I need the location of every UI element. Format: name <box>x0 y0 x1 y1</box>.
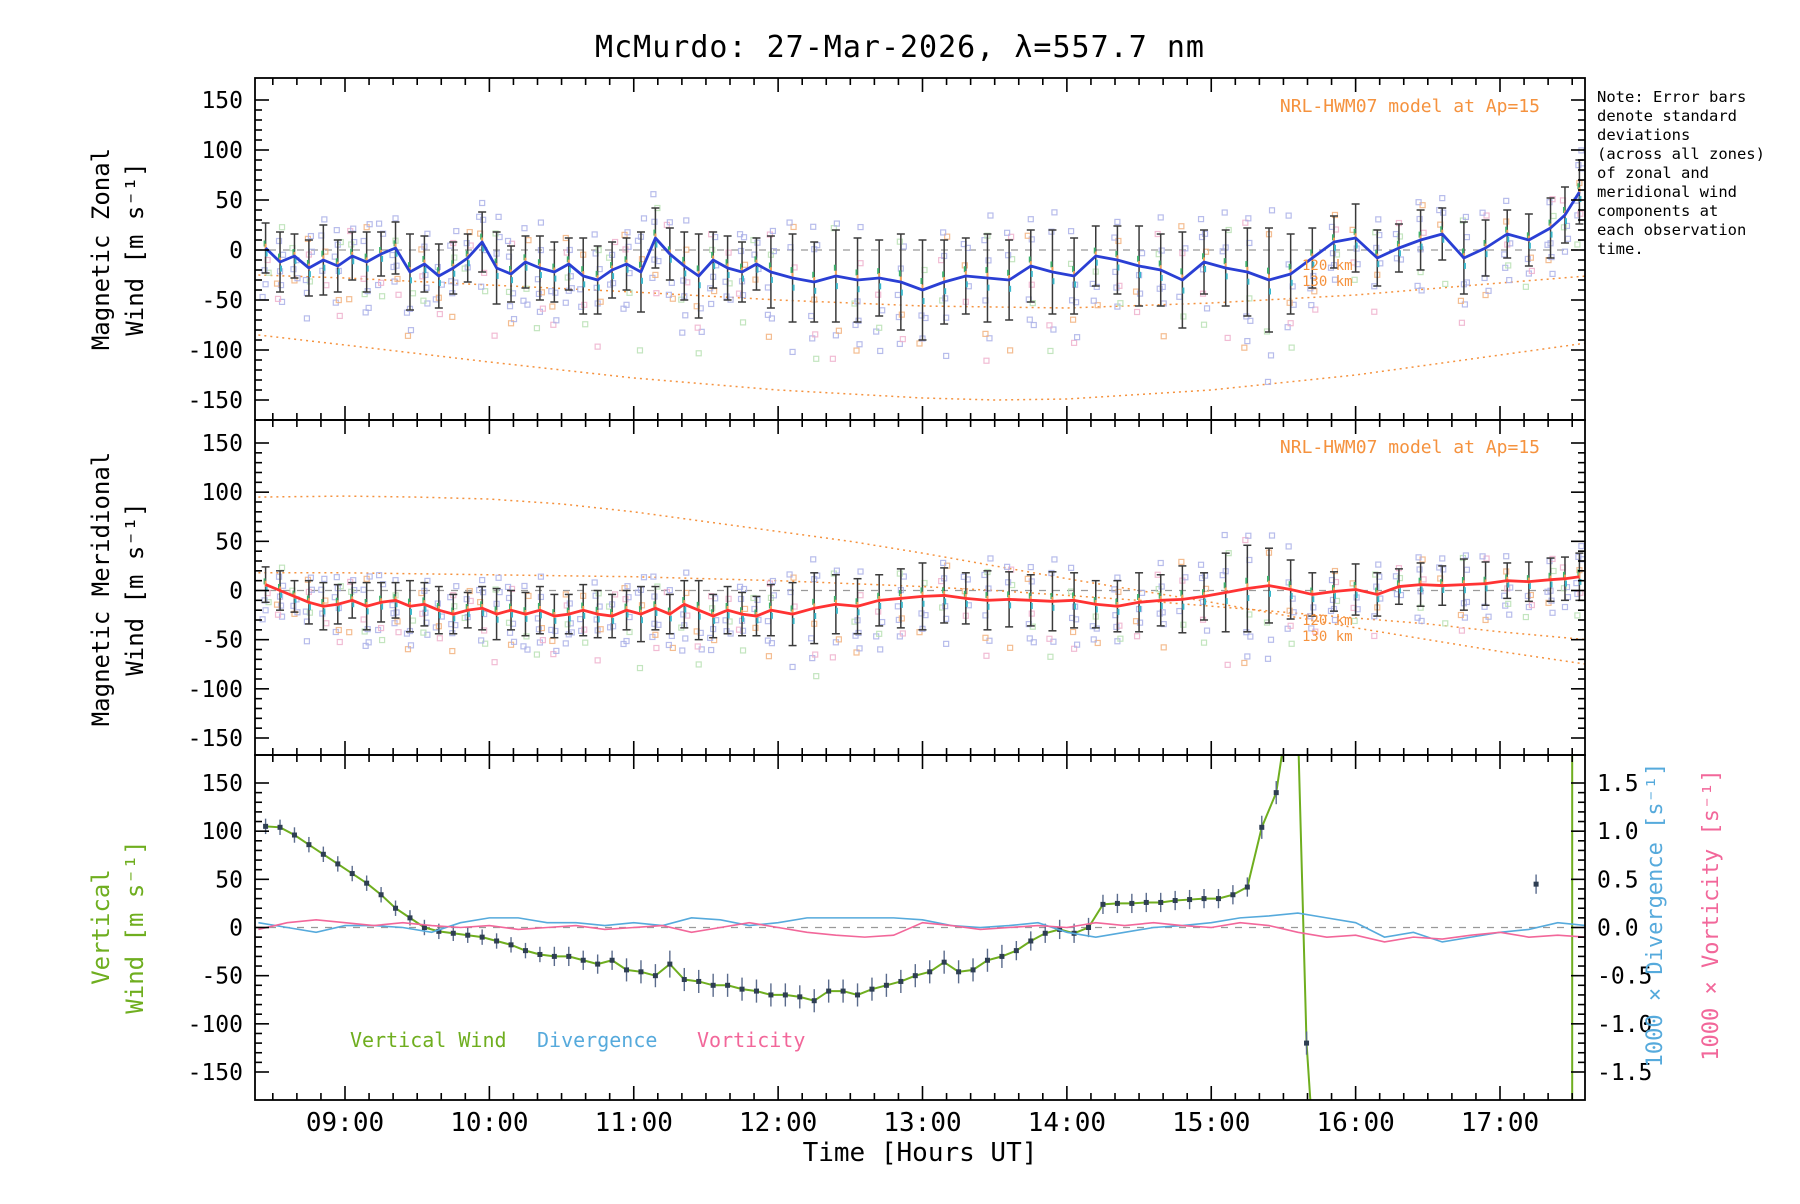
svg-text:15:00: 15:00 <box>1172 1108 1250 1138</box>
svg-text:0: 0 <box>229 916 243 942</box>
svg-text:150: 150 <box>201 88 243 114</box>
ylabel-meridional-line2: Wind [m s⁻¹] <box>121 502 149 676</box>
svg-text:13:00: 13:00 <box>883 1108 961 1138</box>
svg-text:-50: -50 <box>201 964 243 990</box>
ylabel-vertical-line2: Wind [m s⁻¹] <box>121 840 149 1014</box>
svg-text:10:00: 10:00 <box>450 1108 528 1138</box>
ylabel-meridional-line1: Magnetic Meridional <box>87 451 115 727</box>
svg-text:-100: -100 <box>188 1012 243 1038</box>
svg-text:-0.5: -0.5 <box>1597 964 1652 990</box>
model-label-120km-zonal: 120 km <box>1302 258 1353 274</box>
svg-text:17:00: 17:00 <box>1461 1108 1539 1138</box>
model-annotation-zonal: NRL-HWM07 model at Ap=15 <box>1279 96 1540 117</box>
svg-text:150: 150 <box>201 771 243 797</box>
legend-vertical-wind: Vertical Wind <box>350 1028 507 1052</box>
svg-text:-1.0: -1.0 <box>1597 1012 1652 1038</box>
svg-text:100: 100 <box>201 819 243 845</box>
model-annotation-meridional: NRL-HWM07 model at Ap=15 <box>1279 437 1540 458</box>
svg-text:0: 0 <box>229 579 243 605</box>
svg-text:1.0: 1.0 <box>1597 819 1639 845</box>
svg-text:14:00: 14:00 <box>1028 1108 1106 1138</box>
model-label-120km-meridional: 120 km <box>1302 613 1353 629</box>
svg-text:50: 50 <box>215 188 243 214</box>
svg-text:-100: -100 <box>188 677 243 703</box>
ylabel-vorticity: 1000 × Vorticity [s⁻¹] <box>1699 769 1724 1061</box>
ylabel-zonal: Magnetic Zonal Wind [m s⁻¹] <box>84 69 156 429</box>
svg-text:50: 50 <box>215 529 243 555</box>
ylabel-divergence: 1000 × Divergence [s⁻¹] <box>1643 762 1668 1068</box>
svg-text:11:00: 11:00 <box>595 1108 673 1138</box>
ylabel-zonal-line1: Magnetic Zonal <box>87 147 115 351</box>
svg-text:09:00: 09:00 <box>306 1108 384 1138</box>
svg-text:-100: -100 <box>188 338 243 364</box>
svg-text:0.0: 0.0 <box>1597 916 1639 942</box>
svg-text:-50: -50 <box>201 288 243 314</box>
svg-text:-150: -150 <box>188 388 243 414</box>
ylabel-meridional: Magnetic Meridional Wind [m s⁻¹] <box>84 409 156 769</box>
note-text: Note: Error bars denote standard deviati… <box>1597 88 1765 258</box>
svg-text:0: 0 <box>229 238 243 264</box>
svg-text:0.5: 0.5 <box>1597 867 1639 893</box>
svg-text:-150: -150 <box>188 726 243 752</box>
svg-text:1.5: 1.5 <box>1597 771 1639 797</box>
chart-title: McMurdo: 27-Mar-2026, λ=557.7 nm <box>595 30 1205 65</box>
svg-text:-50: -50 <box>201 628 243 654</box>
svg-text:150: 150 <box>201 431 243 457</box>
model-label-130km-meridional: 130 km <box>1302 629 1353 645</box>
svg-text:-150: -150 <box>188 1060 243 1086</box>
ylabel-vertical-line1: Vertical <box>87 869 115 985</box>
legend-divergence: Divergence <box>537 1028 658 1052</box>
model-label-130km-zonal: 130 km <box>1302 274 1353 290</box>
svg-text:-1.5: -1.5 <box>1597 1060 1652 1086</box>
svg-text:100: 100 <box>201 138 243 164</box>
ylabel-vertical: Vertical Wind [m s⁻¹] <box>84 747 156 1107</box>
ylabel-zonal-line2: Wind [m s⁻¹] <box>121 162 149 336</box>
svg-text:12:00: 12:00 <box>739 1108 817 1138</box>
svg-text:50: 50 <box>215 867 243 893</box>
legend-vorticity: Vorticity <box>697 1028 806 1052</box>
xaxis-label: Time [Hours UT] <box>802 1138 1038 1168</box>
svg-text:16:00: 16:00 <box>1316 1108 1394 1138</box>
svg-text:100: 100 <box>201 480 243 506</box>
